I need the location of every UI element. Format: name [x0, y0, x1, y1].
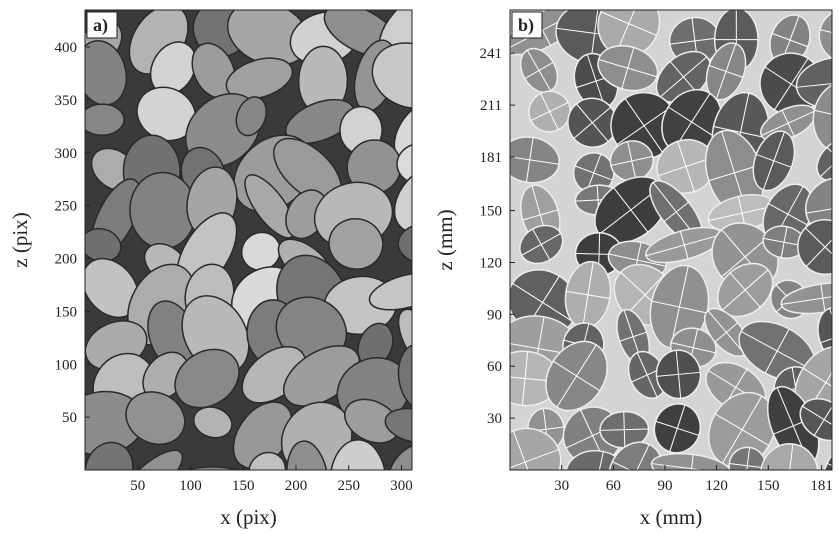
x-tick-label: 181 — [810, 478, 833, 494]
panel-label: b) — [518, 15, 534, 36]
x-tick-label: 30 — [554, 478, 569, 494]
x-tick-label: 250 — [337, 478, 360, 494]
minor-axis — [835, 58, 840, 109]
y-tick-label: 181 — [480, 150, 503, 166]
x-tick-label: 300 — [390, 478, 413, 494]
y-tick-label: 100 — [55, 357, 78, 373]
y-tick-label: 200 — [55, 252, 78, 268]
page: {"panels": [ {"label": "a)", "xlabel": "… — [0, 0, 840, 533]
y-tick-label: 50 — [62, 410, 77, 426]
x-tick-label: 60 — [606, 478, 621, 494]
figure: 50 100 150 200 250 300 50 100 150 200 250 300 350 400… — [0, 0, 840, 533]
x-axis-label: x (mm) — [640, 505, 702, 529]
y-tick-label: 350 — [55, 93, 78, 109]
y-tick-label: 400 — [55, 40, 78, 56]
y-tick-label: 150 — [55, 304, 78, 320]
y-tick-label: 150 — [480, 204, 503, 220]
y-tick-label: 90 — [487, 307, 502, 323]
pebble — [80, 104, 124, 136]
pebble-photo — [56, 0, 472, 529]
y-tick-label: 250 — [55, 199, 78, 215]
y-tick-label: 120 — [480, 255, 503, 271]
segmented-image — [480, 0, 840, 512]
major-axis — [832, 447, 840, 496]
y-axis-label: z (pix) — [8, 212, 32, 267]
y-axis-label: z (mm) — [433, 209, 457, 270]
y-tick-label: 30 — [487, 411, 502, 427]
y-tick-label: 300 — [55, 146, 78, 162]
y-tick-label: 241 — [480, 46, 503, 62]
x-axis-label: x (pix) — [220, 505, 277, 529]
x-tick-label: 90 — [657, 478, 672, 494]
x-tick-label: 200 — [285, 478, 308, 494]
x-tick-label: 150 — [232, 478, 255, 494]
y-tick-label: 60 — [487, 359, 502, 375]
x-tick-label: 50 — [130, 478, 145, 494]
x-tick-label: 100 — [179, 478, 202, 494]
x-tick-label: 150 — [757, 478, 780, 494]
y-tick-label: 211 — [480, 98, 502, 114]
major-axis — [834, 178, 840, 237]
panel-label: a) — [93, 15, 108, 36]
x-tick-label: 120 — [705, 478, 728, 494]
